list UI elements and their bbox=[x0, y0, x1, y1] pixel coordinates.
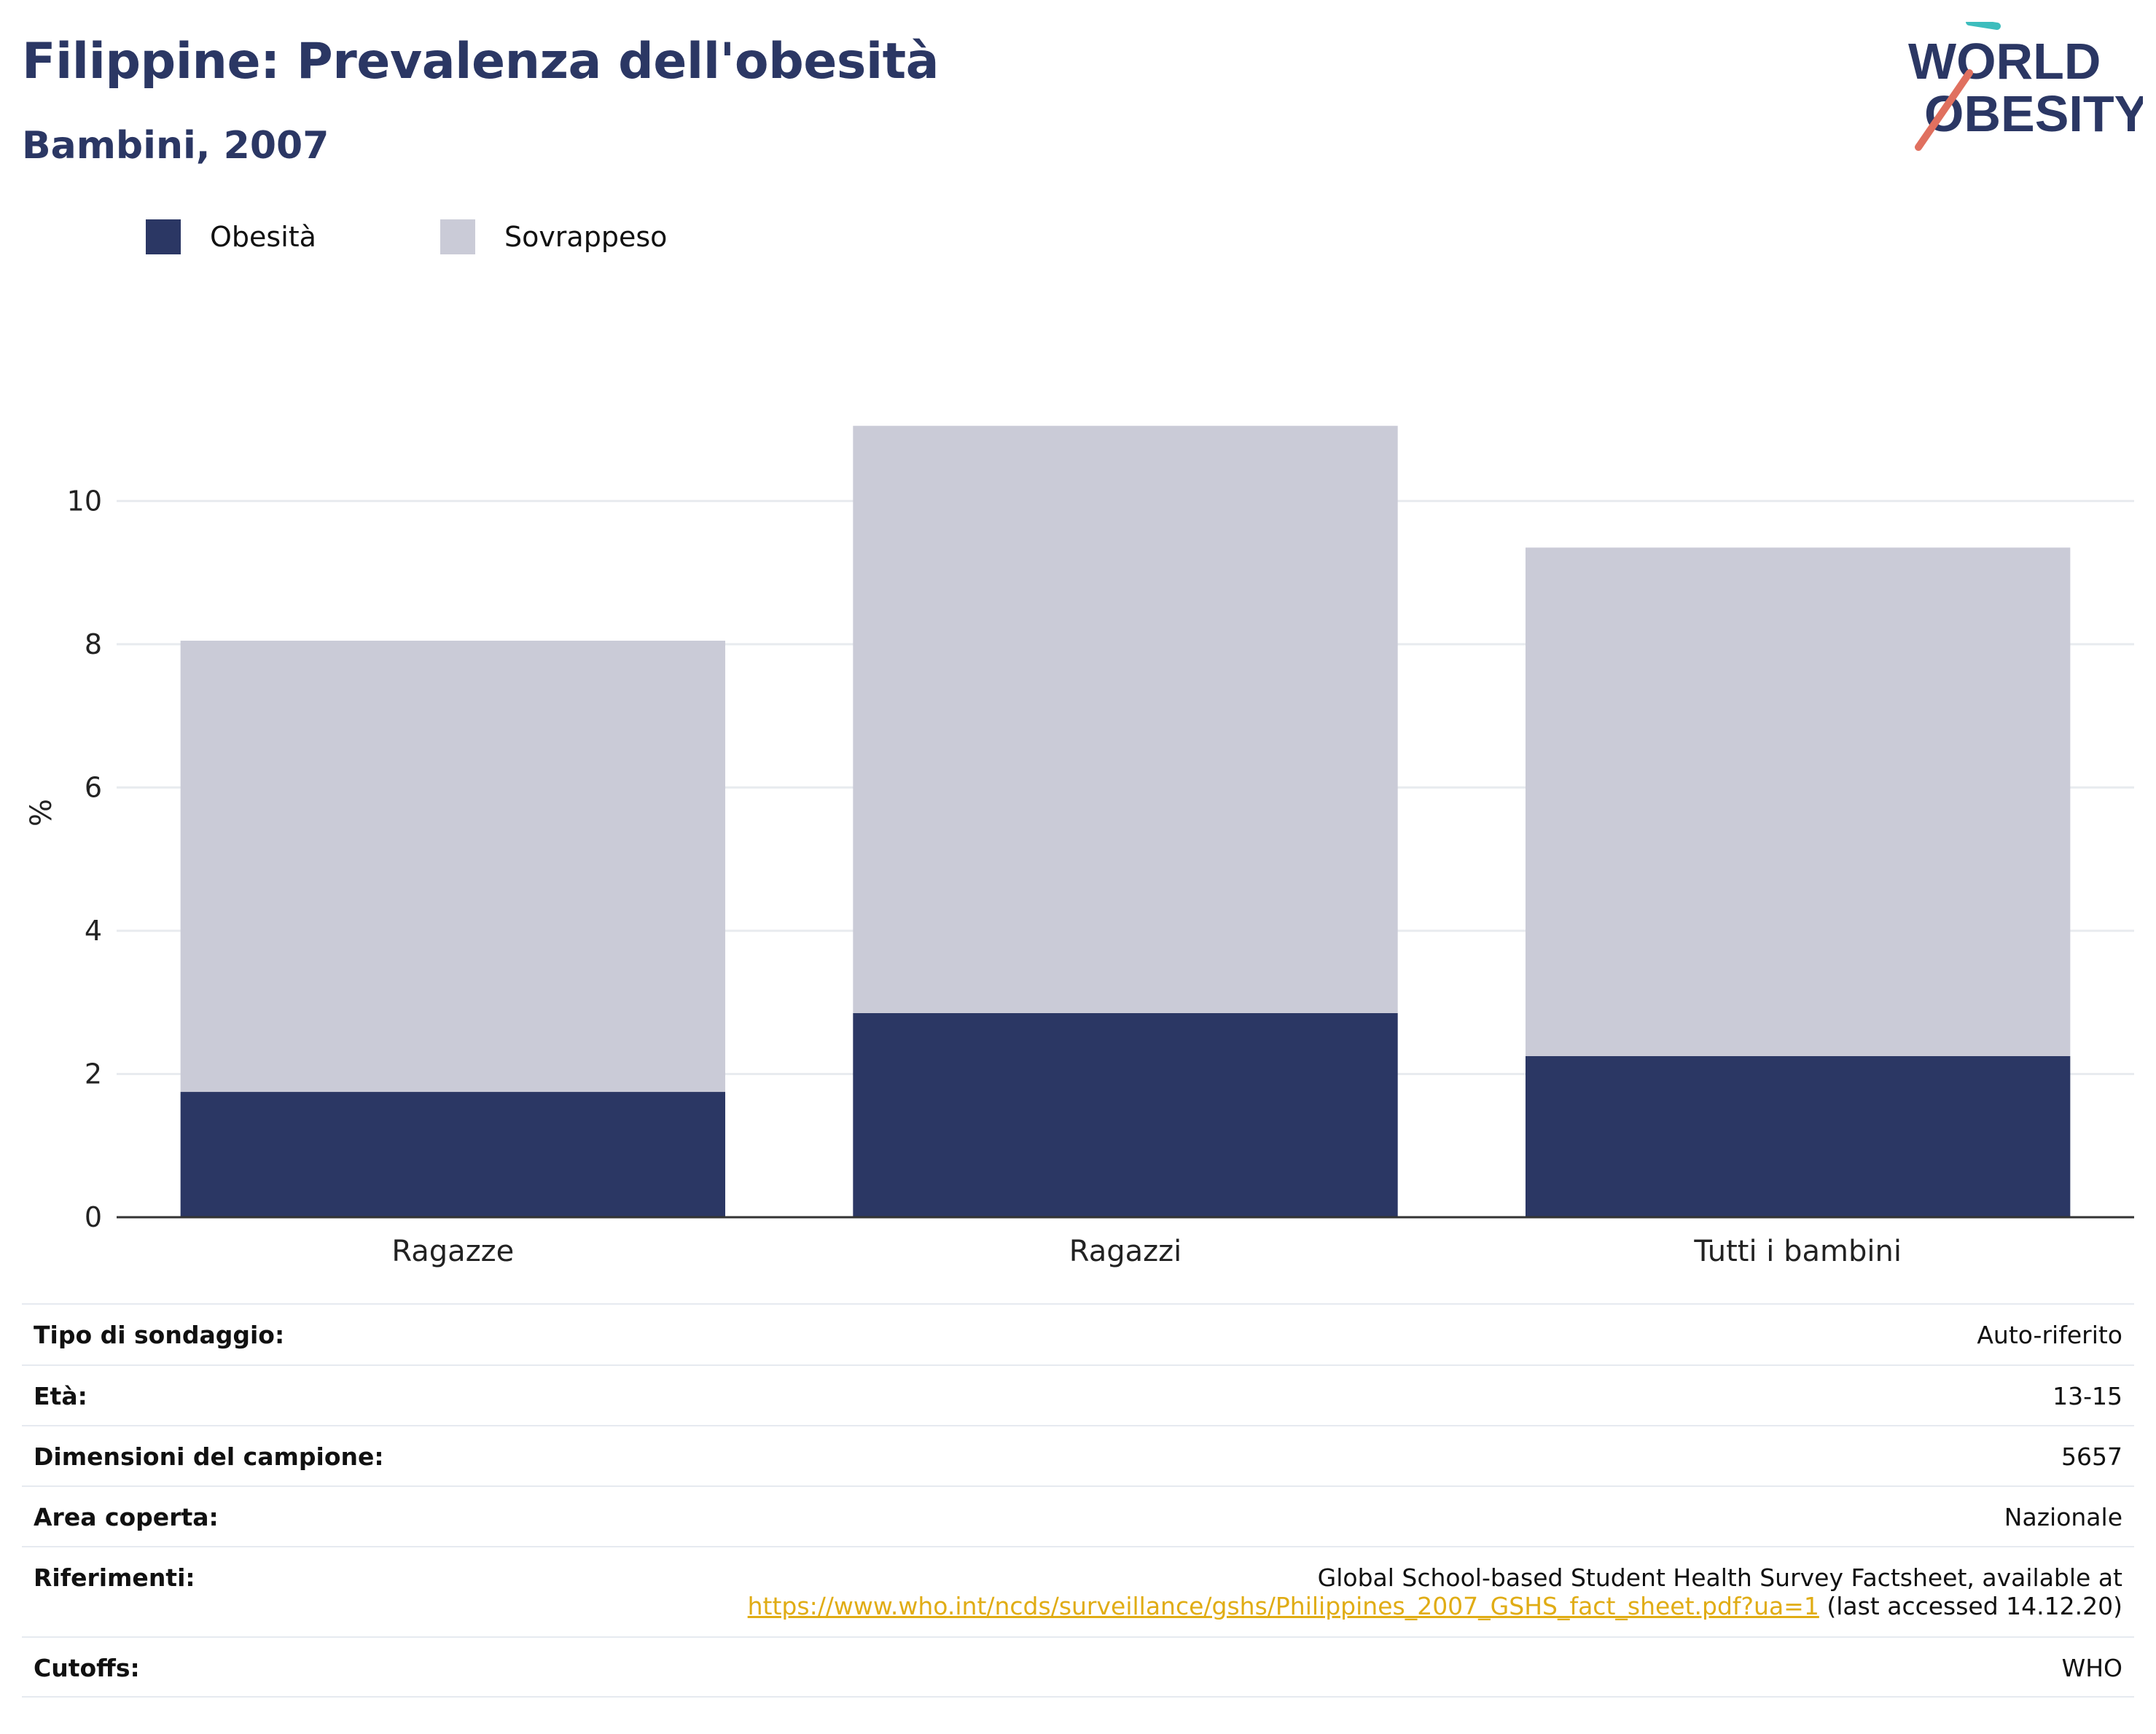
bar-overweight bbox=[180, 641, 726, 1093]
chart-legend: Obesità Sovrappeso bbox=[146, 215, 791, 259]
y-tick-label: 10 bbox=[67, 485, 102, 517]
chart-title: Filippine: Prevalenza dell'obesità bbox=[22, 33, 940, 90]
y-axis-label: % bbox=[25, 799, 58, 827]
info-row-area: Area coperta: Nazionale bbox=[22, 1485, 2134, 1546]
bar-obesity bbox=[180, 1092, 726, 1217]
info-value: Auto-riferito bbox=[1977, 1321, 2122, 1349]
info-key: Cutoffs: bbox=[34, 1654, 140, 1682]
y-tick-label: 0 bbox=[85, 1201, 102, 1233]
bar-obesity bbox=[853, 1012, 1398, 1217]
info-key: Età: bbox=[34, 1382, 87, 1410]
bar-chart: 0 2 4 6 8 10% Ragazze Ragazzi Tutti i bambini bbox=[25, 426, 2134, 1268]
reference-suffix: (last accessed 14.12.20) bbox=[1819, 1592, 2122, 1620]
bar-overweight bbox=[853, 426, 1398, 1013]
info-key: Riferimenti: bbox=[34, 1563, 195, 1592]
info-value: WHO bbox=[2061, 1654, 2122, 1682]
legend-item-overweight[interactable]: Sovrappeso bbox=[440, 219, 667, 254]
info-row-survey-type: Tipo di sondaggio: Auto-riferito bbox=[22, 1303, 2134, 1364]
info-key: Area coperta: bbox=[34, 1503, 219, 1531]
legend-label-overweight: Sovrappeso bbox=[504, 221, 668, 253]
info-value: Global School-based Student Health Surve… bbox=[748, 1563, 2122, 1620]
info-value: Nazionale bbox=[2004, 1503, 2122, 1531]
reference-link[interactable]: https://www.who.int/ncds/surveillance/gs… bbox=[747, 1592, 1819, 1620]
info-row-references: Riferimenti: Global School-based Student… bbox=[22, 1546, 2134, 1636]
x-tick-label: Ragazze bbox=[391, 1235, 514, 1268]
y-tick-label: 6 bbox=[85, 771, 102, 803]
legend-label-obesity: Obesità bbox=[210, 221, 316, 253]
bar-obesity bbox=[1525, 1055, 2071, 1217]
world-obesity-logo: WORLD OBESITY bbox=[1908, 22, 2143, 151]
info-row-age: Età: 13-15 bbox=[22, 1364, 2134, 1425]
info-value: 5657 bbox=[2061, 1442, 2122, 1471]
info-row-sample-size: Dimensioni del campione: 5657 bbox=[22, 1425, 2134, 1485]
bar-overweight bbox=[1525, 547, 2071, 1056]
info-row-cutoffs: Cutoffs: WHO bbox=[22, 1636, 2134, 1698]
y-tick-label: 2 bbox=[85, 1058, 102, 1090]
info-value: 13-15 bbox=[2053, 1382, 2122, 1410]
legend-item-obesity[interactable]: Obesità bbox=[146, 219, 316, 254]
legend-swatch-obesity bbox=[146, 219, 181, 254]
y-tick-label: 4 bbox=[85, 915, 102, 947]
legend-swatch-overweight bbox=[440, 219, 475, 254]
svg-text:WORLD: WORLD bbox=[1908, 33, 2101, 90]
info-key: Tipo di sondaggio: bbox=[34, 1321, 285, 1349]
x-tick-label: Ragazzi bbox=[1069, 1235, 1181, 1268]
info-key: Dimensioni del campione: bbox=[34, 1442, 384, 1471]
info-table: Tipo di sondaggio: Auto-riferito Età: 13… bbox=[22, 1303, 2134, 1698]
x-tick-label: Tutti i bambini bbox=[1693, 1235, 1902, 1268]
svg-text:OBESITY: OBESITY bbox=[1924, 85, 2143, 142]
y-tick-label: 8 bbox=[85, 628, 102, 660]
chart-subtitle: Bambini, 2007 bbox=[22, 124, 329, 168]
reference-text: Global School-based Student Health Surve… bbox=[1317, 1563, 2122, 1592]
